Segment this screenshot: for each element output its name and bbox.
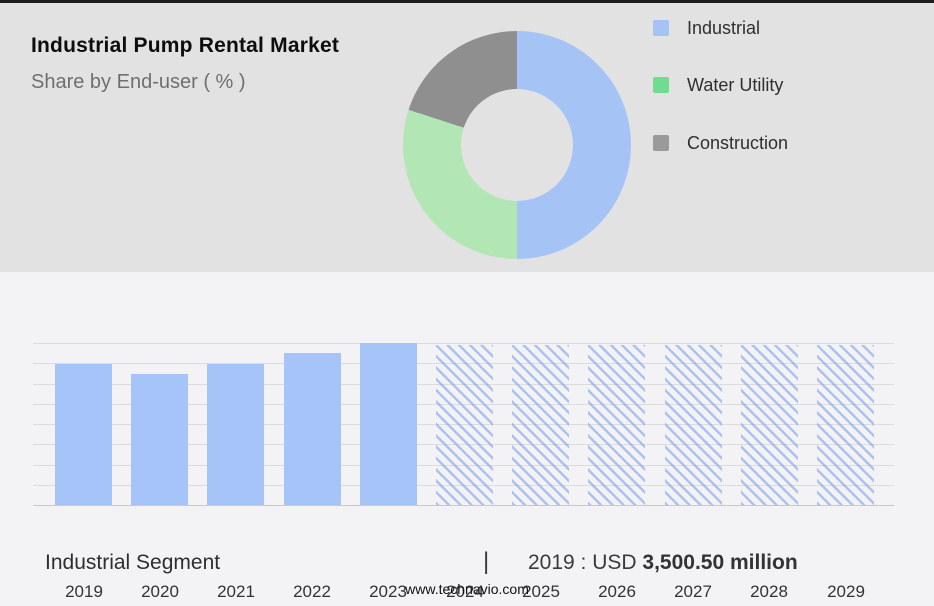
x-axis-label-2023: 2023 (369, 582, 407, 601)
x-axis-label-2019: 2019 (65, 582, 103, 601)
x-axis-label-2025: 2025 (522, 582, 560, 601)
legend-label-construction: Construction (687, 132, 789, 153)
x-axis-label-2020: 2020 (141, 582, 179, 601)
legend-swatch-construction (653, 135, 669, 151)
stat-prefix: 2019 : USD (528, 551, 637, 574)
legend-item-water-utility: Water Utility (653, 73, 783, 97)
x-axis-label-2027: 2027 (674, 582, 712, 601)
bar-2024-forecast (436, 345, 493, 505)
header-panel: Industrial Pump Rental Market Share by E… (0, 3, 934, 272)
legend-swatch-industrial (653, 20, 669, 36)
bar-2023 (360, 343, 417, 505)
segment-label: Industrial Segment (45, 551, 221, 574)
legend-label-water-utility: Water Utility (687, 74, 784, 95)
x-axis-label-2022: 2022 (293, 582, 331, 601)
website-url: www.technavio.com (405, 581, 529, 597)
x-axis-label-2021: 2021 (217, 582, 255, 601)
page-subtitle: Share by End-user ( % ) (31, 71, 246, 93)
x-axis-label-2028: 2028 (750, 582, 788, 601)
bar-2025-forecast (512, 345, 569, 505)
stat-value: 3,500.50 million (642, 551, 798, 574)
bar-2021 (207, 364, 264, 505)
bar-2022 (284, 353, 341, 505)
bar-2019 (55, 364, 112, 505)
page-title: Industrial Pump Rental Market (31, 34, 340, 57)
bar-2026-forecast (588, 345, 645, 505)
top-border (0, 0, 934, 3)
gridline (33, 343, 894, 344)
bar-2028-forecast (741, 345, 798, 505)
x-axis-label-2024: 2024 (446, 582, 484, 601)
legend-item-industrial: Industrial (653, 16, 760, 40)
x-axis-label-2029: 2029 (827, 582, 865, 601)
legend-item-construction: Construction (653, 131, 788, 155)
stat-line: 2019 : USD 3,500.50 million (528, 551, 798, 575)
legend-label-industrial: Industrial (687, 17, 761, 38)
footer-separator: | (483, 548, 490, 575)
donut-chart (403, 31, 631, 259)
bar-2020 (131, 374, 188, 505)
x-axis-label-2026: 2026 (598, 582, 636, 601)
bar-chart-panel: 2019 2020 2021 2022 2023 2024 2025 2026 2027 2028… (0, 272, 934, 606)
legend-swatch-water-utility (653, 77, 669, 93)
bar-2029-forecast (817, 345, 874, 505)
bar-chart: 2019 2020 2021 2022 2023 2024 2025 2026 2027 2028… (33, 343, 894, 601)
x-axis-baseline (33, 505, 894, 506)
bar-2027-forecast (665, 345, 722, 505)
donut-hole (461, 89, 573, 201)
